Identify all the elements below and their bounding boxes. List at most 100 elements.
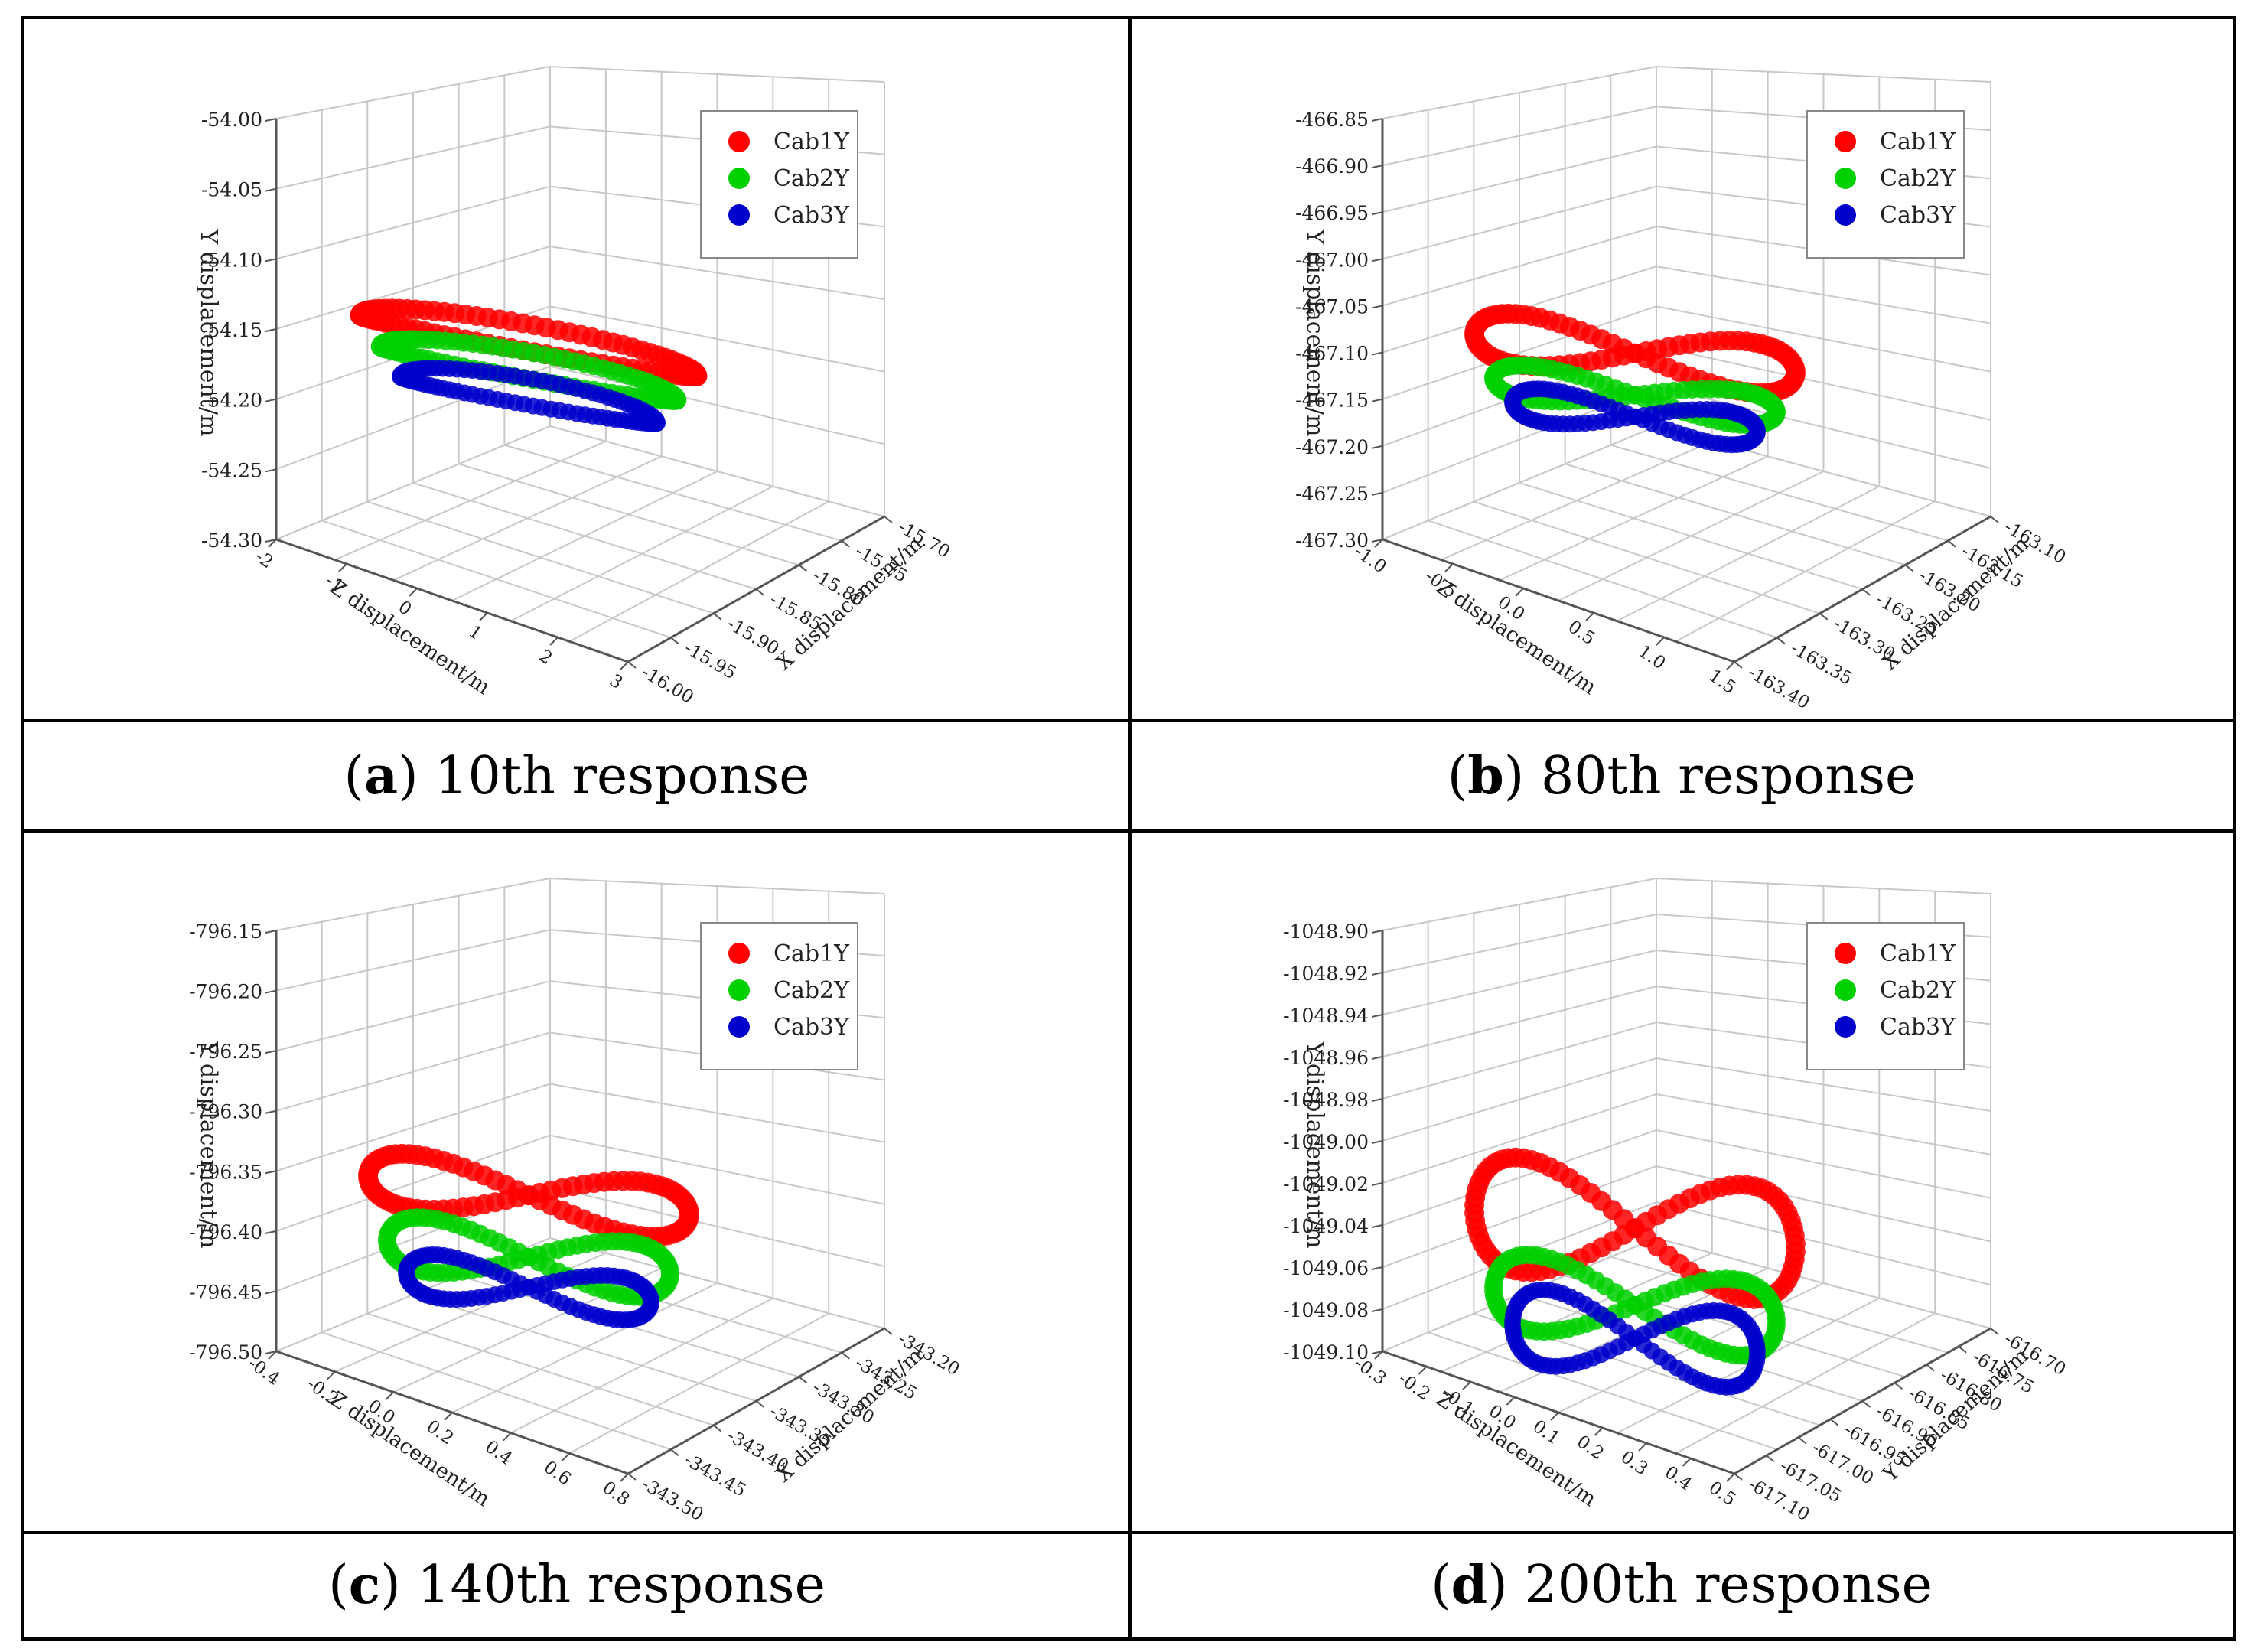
z-tick <box>1656 637 1665 646</box>
z-tick <box>1550 1412 1559 1421</box>
y-tick-label: -466.95 <box>1295 202 1369 224</box>
z-tick-label: 0.6 <box>540 1457 575 1489</box>
legend: Cab1Y Cab2Y Cab3Y <box>1806 110 1965 259</box>
series-Cab3Y <box>1504 380 1766 454</box>
z-tick <box>409 588 418 597</box>
grid-divider-vertical <box>1128 19 1132 1637</box>
data-point <box>1617 405 1635 422</box>
y-tick-label: -467.10 <box>1295 343 1369 365</box>
y-tick <box>1371 118 1383 122</box>
y-tick-label: -54.00 <box>201 109 262 131</box>
legend-label-Cab3Y: Cab3Y <box>1880 202 1956 229</box>
x-tick-label: -343.45 <box>681 1450 749 1501</box>
x-tick-label: -163.40 <box>1744 663 1812 714</box>
x-tick <box>1926 1364 1935 1372</box>
legend-label-Cab2Y: Cab2Y <box>773 977 850 1004</box>
y-tick-label: -1048.96 <box>1283 1047 1369 1069</box>
y-tick-label: -54.25 <box>201 459 262 481</box>
z-axis-title: Z displacement/m <box>326 1387 494 1512</box>
caption-a: (a) 10th response <box>344 745 810 806</box>
y-tick <box>1371 1140 1383 1144</box>
legend-marker-Cab1Y <box>1835 131 1856 152</box>
y-tick <box>1371 1056 1383 1060</box>
data-point <box>687 366 707 386</box>
gridline-floor <box>412 482 757 590</box>
z-tick-label: 0.3 <box>1617 1447 1652 1479</box>
y-tick <box>1371 211 1383 216</box>
legend-label-Cab1Y: Cab1Y <box>773 129 850 155</box>
y-tick-label: -796.45 <box>189 1281 262 1303</box>
x-tick <box>884 516 893 523</box>
x-tick-label: -163.35 <box>1787 638 1855 689</box>
y-tick-label: -796.40 <box>189 1221 262 1243</box>
y-tick <box>265 1230 277 1234</box>
y-tick-label: -54.20 <box>201 389 262 412</box>
legend-box <box>1806 110 1965 259</box>
y-tick-label: -1048.92 <box>1283 963 1369 985</box>
y-tick <box>265 468 277 473</box>
y-tick <box>265 328 277 332</box>
y-tick <box>1371 258 1383 262</box>
y-tick <box>1371 1266 1383 1270</box>
z-tick <box>1726 661 1735 670</box>
legend-box <box>700 110 858 259</box>
z-tick <box>561 1452 571 1462</box>
y-tick-label: -1048.94 <box>1283 1005 1369 1027</box>
z-tick-label: 0.4 <box>1661 1462 1695 1494</box>
data-point <box>510 1243 529 1262</box>
y-tick-label: -1049.08 <box>1283 1299 1369 1321</box>
y-tick <box>265 258 277 262</box>
z-tick <box>1374 1351 1383 1360</box>
x-tick <box>841 1351 850 1360</box>
legend-label-Cab1Y: Cab1Y <box>1880 940 1956 967</box>
z-tick <box>1418 1366 1428 1375</box>
x-tick <box>1958 1345 1967 1354</box>
x-tick <box>1776 637 1786 645</box>
y-tick <box>1371 1351 1383 1354</box>
z-tick <box>1462 1381 1471 1390</box>
panel-b-plot: -466.85 -466.90 -466.95 -467.00 -467.05 -467.… <box>1130 19 2233 721</box>
gridline-floor <box>1610 444 1949 542</box>
data-point <box>1616 382 1635 401</box>
x-tick <box>713 1424 722 1432</box>
y-tick-label: -466.90 <box>1295 155 1369 178</box>
x-tick <box>1990 516 1999 523</box>
y-tick-label: -1048.98 <box>1283 1089 1369 1111</box>
y-tick-label: -467.25 <box>1295 483 1369 505</box>
y-tick <box>1371 445 1383 449</box>
y-tick <box>265 1050 277 1054</box>
legend-label-Cab2Y: Cab2Y <box>773 165 850 192</box>
x-tick <box>627 661 637 669</box>
y-axis-title: Y displacement/m <box>195 229 222 437</box>
z-tick <box>268 539 277 548</box>
y-tick <box>1371 165 1383 169</box>
gridline-floor <box>504 444 842 542</box>
grid-divider-row1-bottom <box>24 719 2233 722</box>
z-tick-label: -0.2 <box>1395 1369 1434 1405</box>
z-tick <box>268 1351 277 1360</box>
legend-marker-Cab2Y <box>728 979 750 1001</box>
grid-divider-row2-top <box>24 829 2233 833</box>
x-tick <box>670 1448 679 1457</box>
y-tick <box>265 1351 277 1354</box>
z-tick <box>444 1412 453 1421</box>
caption-d: (d) 200th response <box>1431 1554 1933 1616</box>
legend: Cab1Y Cab2Y Cab3Y <box>700 110 858 259</box>
legend-box <box>1806 922 1965 1070</box>
z-tick <box>620 1473 629 1482</box>
x-tick <box>1734 661 1743 669</box>
y-tick-label: -54.10 <box>201 249 262 271</box>
x-tick <box>798 564 807 572</box>
x-tick-label: -15.90 <box>724 614 783 659</box>
x-tick <box>1830 1418 1839 1426</box>
panel-b-chart: -466.85 -466.90 -466.95 -467.00 -467.05 -467.… <box>1295 66 2069 714</box>
panel-d-chart: -1048.90 -1048.92 -1048.94 -1048.96 -1048.98… <box>1283 878 2069 1525</box>
y-tick-label: -467.15 <box>1295 389 1369 412</box>
y-axis-title: Y displacement/m <box>195 1041 222 1249</box>
y-tick-label: -1049.02 <box>1283 1173 1369 1195</box>
x-tick <box>1819 612 1829 621</box>
y-tick <box>1371 1098 1383 1102</box>
figure-grid: -54.00 -54.05 -54.10 -54.15 -54.20 -54.25 -54.… <box>21 16 2236 1641</box>
y-tick <box>265 1109 277 1114</box>
y-tick <box>1371 972 1383 976</box>
